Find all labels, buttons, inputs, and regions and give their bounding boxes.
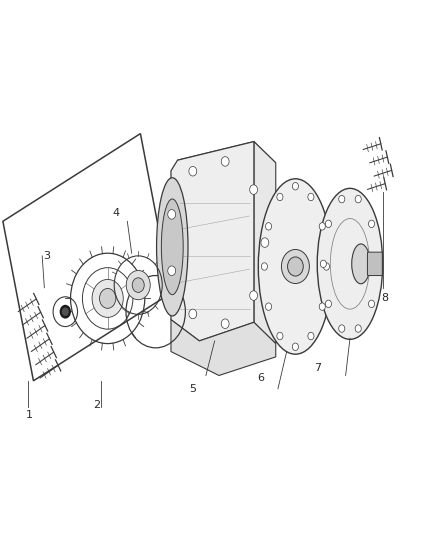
Circle shape: [308, 193, 314, 201]
Circle shape: [132, 278, 144, 293]
Circle shape: [168, 266, 176, 276]
Circle shape: [265, 303, 272, 310]
Polygon shape: [171, 142, 254, 341]
Circle shape: [277, 193, 283, 201]
Polygon shape: [171, 320, 276, 375]
Circle shape: [250, 291, 258, 300]
Text: 7: 7: [314, 362, 321, 373]
Circle shape: [355, 325, 361, 332]
Circle shape: [168, 209, 176, 219]
Circle shape: [282, 249, 309, 284]
Circle shape: [368, 220, 374, 228]
Text: 2: 2: [93, 400, 100, 410]
Circle shape: [368, 300, 374, 308]
Text: 5: 5: [189, 384, 196, 394]
FancyBboxPatch shape: [367, 252, 382, 276]
Circle shape: [325, 220, 332, 228]
Circle shape: [250, 185, 258, 195]
Text: 8: 8: [381, 293, 389, 303]
Text: 1: 1: [25, 410, 32, 421]
Circle shape: [292, 343, 298, 351]
Polygon shape: [254, 142, 276, 344]
Circle shape: [292, 182, 298, 190]
Circle shape: [99, 288, 116, 308]
Circle shape: [319, 223, 325, 230]
Circle shape: [323, 263, 329, 270]
Circle shape: [288, 257, 303, 276]
Circle shape: [277, 332, 283, 340]
Circle shape: [319, 303, 325, 310]
Circle shape: [126, 270, 150, 300]
Circle shape: [339, 325, 345, 332]
Circle shape: [261, 263, 268, 270]
Circle shape: [320, 260, 326, 268]
Ellipse shape: [258, 179, 332, 354]
Circle shape: [355, 196, 361, 203]
Circle shape: [308, 332, 314, 340]
Ellipse shape: [352, 244, 370, 284]
Circle shape: [325, 300, 332, 308]
Circle shape: [221, 157, 229, 166]
Circle shape: [60, 305, 71, 319]
Ellipse shape: [156, 177, 188, 316]
Ellipse shape: [161, 199, 183, 295]
Text: 6: 6: [257, 373, 264, 383]
Circle shape: [189, 309, 197, 319]
Polygon shape: [177, 142, 276, 181]
Circle shape: [62, 308, 69, 316]
Text: 3: 3: [43, 251, 50, 261]
Circle shape: [189, 166, 197, 176]
Circle shape: [374, 260, 380, 268]
Circle shape: [339, 196, 345, 203]
Ellipse shape: [317, 188, 383, 340]
Circle shape: [265, 223, 272, 230]
Text: 4: 4: [113, 208, 120, 219]
Circle shape: [261, 238, 269, 247]
Circle shape: [92, 279, 123, 317]
Circle shape: [221, 319, 229, 328]
